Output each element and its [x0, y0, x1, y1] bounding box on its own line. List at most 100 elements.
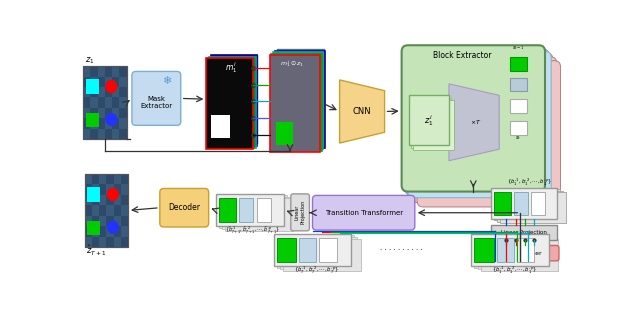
FancyBboxPatch shape	[406, 49, 549, 195]
Bar	[97, 129, 105, 139]
FancyBboxPatch shape	[408, 51, 551, 198]
Bar	[225, 198, 293, 231]
Bar	[113, 195, 121, 205]
Ellipse shape	[105, 113, 117, 126]
Text: $\{b_1^{,1},b_1^{,2},\cdots,b_1^{,p}\}$: $\{b_1^{,1},b_1^{,2},\cdots,b_1^{,p}\}$	[507, 177, 553, 188]
Bar	[211, 115, 230, 138]
Bar	[531, 192, 545, 215]
Ellipse shape	[107, 221, 119, 234]
Bar	[112, 66, 119, 76]
Bar	[87, 187, 100, 202]
FancyBboxPatch shape	[291, 194, 309, 231]
Bar	[222, 197, 290, 229]
Text: ❄: ❄	[163, 76, 172, 86]
Bar	[119, 76, 127, 87]
Bar	[494, 189, 560, 220]
FancyBboxPatch shape	[417, 61, 561, 207]
Text: $m_1^{\,i}\odot z_1$: $m_1^{\,i}\odot z_1$	[280, 58, 305, 69]
Bar	[105, 97, 112, 108]
Bar	[119, 97, 127, 108]
Bar	[113, 174, 121, 184]
Bar	[84, 174, 128, 247]
Text: $\{b_1^{,1},b_1^{,2},\cdots,b_1^{,p}\}$: $\{b_1^{,1},b_1^{,2},\cdots,b_1^{,p}\}$	[492, 265, 538, 276]
Bar	[90, 97, 97, 108]
FancyBboxPatch shape	[132, 71, 180, 125]
Bar	[510, 121, 527, 135]
Bar	[112, 108, 119, 118]
Bar	[276, 48, 326, 145]
Bar	[99, 216, 106, 226]
Bar	[208, 58, 254, 148]
Bar	[517, 238, 534, 262]
Bar	[206, 58, 253, 149]
Text: CNN: CNN	[352, 107, 371, 116]
Bar	[86, 113, 99, 127]
Bar	[83, 66, 127, 139]
Bar	[216, 194, 284, 226]
Polygon shape	[340, 80, 385, 143]
Bar	[494, 192, 511, 215]
Text: Decoder: Decoder	[168, 203, 200, 212]
Text: · · · · · · · · · ·: · · · · · · · · · ·	[380, 247, 423, 253]
Bar	[276, 122, 293, 145]
Bar	[121, 226, 128, 237]
Bar	[497, 238, 514, 262]
Bar	[491, 188, 557, 218]
Text: $s_{t-1}$: $s_{t-1}$	[512, 44, 525, 52]
Bar	[83, 66, 90, 76]
Bar	[280, 237, 358, 269]
Bar	[500, 192, 566, 223]
Bar	[472, 234, 549, 266]
Bar	[411, 98, 451, 148]
Bar	[97, 108, 105, 118]
Bar	[300, 238, 316, 262]
Bar	[510, 78, 527, 91]
Bar	[113, 216, 121, 226]
Text: Block Coupler: Block Coupler	[499, 251, 542, 256]
Bar	[212, 54, 259, 145]
Bar	[273, 52, 323, 149]
Bar	[510, 57, 527, 71]
Bar	[121, 184, 128, 195]
Bar	[97, 87, 105, 97]
Polygon shape	[449, 84, 499, 161]
Bar	[92, 226, 99, 237]
Bar	[90, 76, 97, 87]
Bar	[274, 234, 351, 266]
Bar	[275, 51, 325, 148]
Bar	[319, 238, 337, 262]
Bar	[121, 205, 128, 216]
Text: Linear Projection: Linear Projection	[500, 230, 547, 235]
Bar	[84, 174, 92, 184]
FancyBboxPatch shape	[410, 53, 553, 199]
Bar	[408, 95, 449, 145]
Bar	[92, 184, 99, 195]
FancyBboxPatch shape	[404, 48, 548, 195]
Bar	[99, 237, 106, 247]
Bar	[84, 195, 92, 205]
Text: Linear
Projection: Linear Projection	[294, 200, 305, 224]
Bar	[97, 66, 105, 76]
Bar	[514, 192, 528, 215]
Ellipse shape	[107, 188, 119, 201]
Text: $z_1$: $z_1$	[85, 56, 95, 66]
Bar	[477, 237, 555, 269]
Text: $s_t$: $s_t$	[515, 134, 522, 141]
Bar	[83, 66, 127, 139]
Bar	[271, 54, 322, 151]
Bar	[83, 108, 90, 118]
Text: $z_1^{\,i}$: $z_1^{\,i}$	[424, 113, 433, 128]
FancyBboxPatch shape	[402, 45, 545, 192]
Bar	[491, 225, 557, 240]
Bar	[83, 129, 90, 139]
Bar	[83, 87, 90, 97]
Bar	[219, 198, 236, 222]
Bar	[474, 235, 552, 268]
Bar	[84, 237, 92, 247]
FancyBboxPatch shape	[160, 188, 209, 227]
Text: $m_1^{\,i}$: $m_1^{\,i}$	[225, 60, 237, 75]
Bar	[219, 195, 287, 228]
Text: Transition Transformer: Transition Transformer	[324, 210, 403, 216]
Bar	[270, 54, 320, 151]
Bar	[209, 57, 256, 148]
